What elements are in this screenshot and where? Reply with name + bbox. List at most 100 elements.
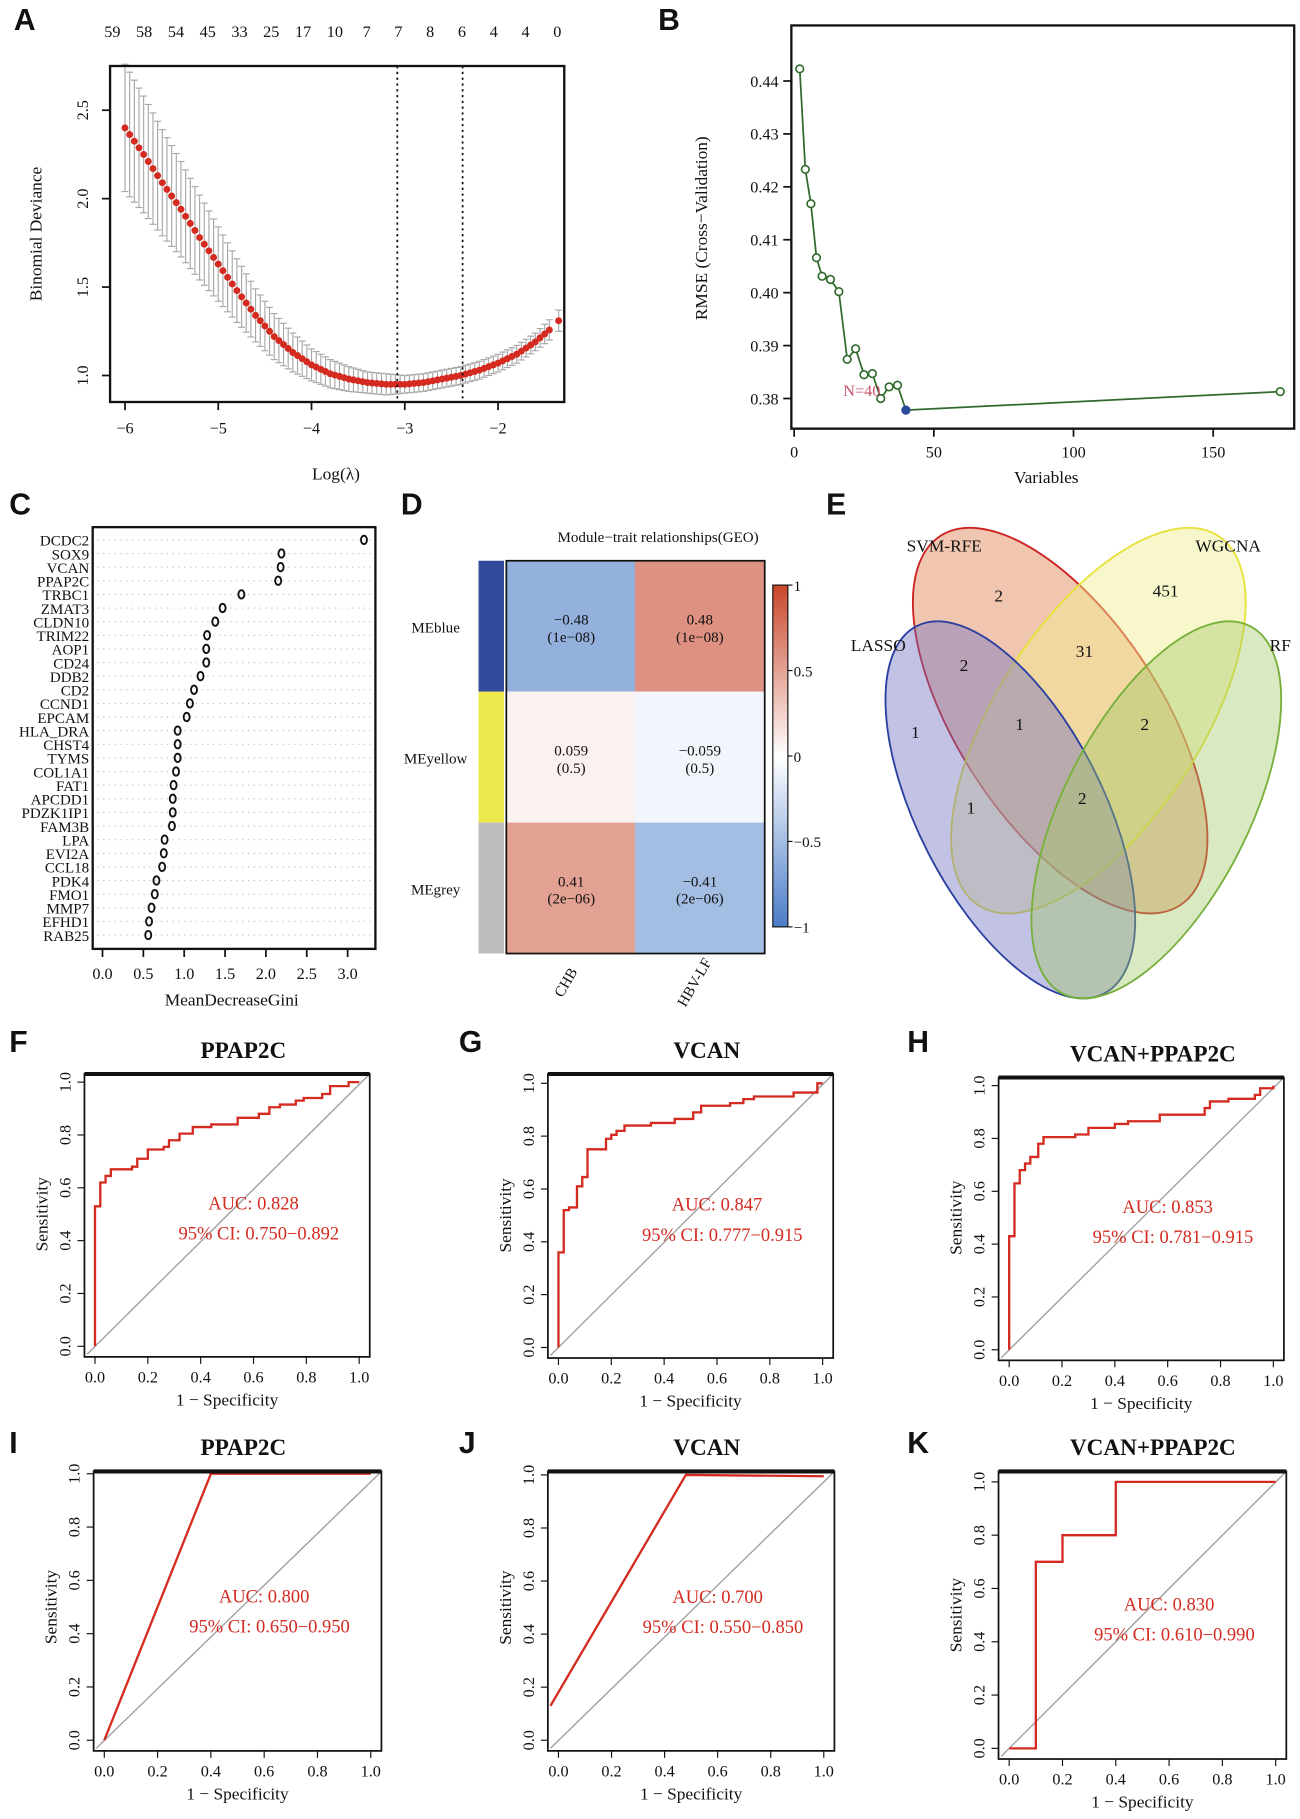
panel-b-rmse-plot: N=40 0 50 100 150 0.38 0.39 0.40 0.41 0.42 0.43 0.4… bbox=[692, 24, 1296, 487]
row-label: MEgrey bbox=[411, 882, 461, 898]
gene-label: CD2 bbox=[61, 684, 89, 700]
set-label: SVM-RFE bbox=[907, 536, 982, 555]
diagonal-reference bbox=[86, 1073, 371, 1355]
data-point bbox=[149, 165, 157, 173]
x-axis-label: 1 − Specificity bbox=[176, 1391, 279, 1410]
data-point bbox=[185, 698, 194, 709]
data-point bbox=[211, 616, 220, 627]
ci-label: 95% CI: 0.550−0.850 bbox=[643, 1617, 804, 1638]
colorbar-label: 1 bbox=[794, 579, 802, 595]
gene-label: TYMS bbox=[47, 752, 89, 768]
auc-label: AUC: 0.828 bbox=[208, 1194, 299, 1215]
heatmap-cell bbox=[506, 560, 636, 692]
data-point bbox=[202, 657, 211, 668]
gene-label: EFHD1 bbox=[42, 915, 89, 931]
data-point bbox=[168, 807, 177, 818]
y-tick-label: 0.2 bbox=[520, 1284, 538, 1304]
y-tick-label: 0.2 bbox=[971, 1287, 989, 1307]
auc-label: AUC: 0.847 bbox=[672, 1195, 763, 1216]
data-point bbox=[196, 671, 205, 682]
data-point bbox=[214, 260, 222, 268]
data-point bbox=[177, 205, 185, 213]
data-point bbox=[168, 820, 176, 832]
y-tick-label: 1.0 bbox=[520, 1073, 538, 1093]
panel-c-gini-dotplot: DCDC2SOX9VCANPPAP2CTRBC1ZMAT3CLDN10TRIM2… bbox=[19, 525, 377, 1010]
gene-label: FAM3B bbox=[40, 820, 89, 836]
cell-value: 0.059 bbox=[554, 743, 588, 759]
gene-label: CHST4 bbox=[43, 738, 89, 754]
x-tick-label: −4 bbox=[303, 419, 320, 437]
x-tick-label: 0.6 bbox=[1159, 1771, 1179, 1789]
data-point bbox=[219, 267, 227, 275]
top-axis-label: 17 bbox=[295, 23, 311, 41]
diagonal-reference bbox=[550, 1073, 834, 1356]
x-axis-label: 1 − Specificity bbox=[186, 1785, 289, 1804]
x-tick-label: 1.0 bbox=[349, 1368, 369, 1386]
gene-label: RAB25 bbox=[43, 929, 89, 945]
gene-label: APCDD1 bbox=[31, 793, 90, 809]
data-point bbox=[261, 322, 269, 330]
cell-pvalue: (0.5) bbox=[557, 761, 586, 777]
data-point bbox=[867, 368, 878, 379]
x-tick-label: 0.0 bbox=[548, 1370, 568, 1388]
y-axis-label: Sensitivity bbox=[42, 1570, 61, 1645]
data-point bbox=[270, 333, 278, 341]
y-tick-label: 0.44 bbox=[750, 73, 778, 91]
y-tick-label: 0.40 bbox=[750, 284, 778, 302]
x-tick-label: 2.5 bbox=[297, 965, 317, 983]
data-point bbox=[842, 354, 852, 364]
x-tick-label: 0.6 bbox=[243, 1368, 263, 1386]
venn-set-wgcna bbox=[950, 526, 1247, 915]
y-tick-label: 0.39 bbox=[750, 337, 778, 355]
y-tick-label: 0.8 bbox=[520, 1518, 538, 1538]
y-axis-label: Sensitivity bbox=[496, 1570, 515, 1645]
set-label: LASSO bbox=[851, 636, 906, 655]
y-tick-label: 0.4 bbox=[66, 1624, 84, 1644]
data-point bbox=[276, 562, 285, 573]
data-point bbox=[280, 341, 288, 349]
y-tick-label: 0.2 bbox=[66, 1677, 84, 1697]
diagonal-reference bbox=[1000, 1077, 1285, 1359]
y-tick-label: 0.6 bbox=[971, 1181, 989, 1201]
data-point bbox=[173, 725, 182, 736]
top-axis-label: 0 bbox=[553, 23, 561, 41]
gene-label: DDB2 bbox=[50, 670, 89, 686]
y-axis-label: Sensitivity bbox=[32, 1177, 51, 1252]
venn-count: 1 bbox=[911, 723, 920, 742]
y-axis-label: Sensitivity bbox=[946, 1578, 965, 1653]
venn-count: 2 bbox=[960, 656, 969, 675]
auc-label: AUC: 0.700 bbox=[672, 1587, 763, 1608]
data-point bbox=[150, 889, 159, 900]
gene-label: CLDN10 bbox=[33, 615, 89, 631]
gene-label: VCAN bbox=[47, 561, 90, 577]
gene-label: FAT1 bbox=[56, 779, 89, 795]
y-tick-label: 0.4 bbox=[57, 1231, 75, 1251]
cell-pvalue: (1e−08) bbox=[676, 630, 724, 646]
y-tick-label: 0.2 bbox=[971, 1685, 989, 1705]
set-label: RF bbox=[1270, 636, 1292, 655]
gene-label: LPA bbox=[62, 833, 89, 849]
plot-frame bbox=[108, 64, 566, 404]
venn-count: 451 bbox=[1153, 582, 1179, 601]
y-axis-label: Sensitivity bbox=[496, 1178, 515, 1253]
y-tick-label: 0.8 bbox=[57, 1125, 75, 1145]
top-axis-label: 4 bbox=[490, 23, 498, 41]
colorbar-label: −1 bbox=[794, 921, 810, 937]
set-label: WGCNA bbox=[1195, 536, 1261, 555]
data-point bbox=[825, 274, 836, 285]
x-tick-label: 1.0 bbox=[1263, 1372, 1283, 1390]
data-point bbox=[163, 185, 171, 193]
x-tick-label: 0.2 bbox=[601, 1762, 621, 1780]
x-tick-label: 1.0 bbox=[1266, 1771, 1286, 1789]
y-tick-label: 1.0 bbox=[971, 1472, 989, 1492]
colorbar-label: −0.5 bbox=[794, 835, 821, 851]
data-point bbox=[121, 124, 129, 132]
data-point bbox=[173, 739, 182, 750]
data-point bbox=[140, 150, 148, 158]
x-tick-label: 0.6 bbox=[1158, 1372, 1178, 1390]
panel-d-heatmap: Module−trait relationships(GEO) MEblue −0.… bbox=[404, 530, 821, 1010]
x-tick-label: 0.8 bbox=[1212, 1771, 1232, 1789]
panel-j-roc: VCAN 0.0 0.0 0.2 0.2 0.4 0.4 0.6 0.6 0.8 0.8 1.0 1.0… bbox=[496, 1435, 836, 1804]
roc-curve bbox=[1008, 1085, 1275, 1350]
data-point bbox=[892, 380, 903, 390]
